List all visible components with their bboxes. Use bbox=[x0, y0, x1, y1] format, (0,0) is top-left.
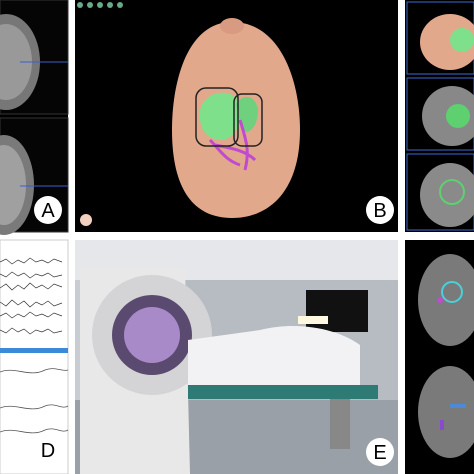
viewport bbox=[406, 1, 474, 75]
fiber-tract bbox=[440, 420, 444, 430]
tumor bbox=[446, 104, 470, 128]
timeline-bar bbox=[0, 348, 68, 353]
panel-f bbox=[405, 240, 474, 474]
label-circle bbox=[366, 196, 394, 224]
label-circle bbox=[366, 438, 394, 466]
tool-icon[interactable] bbox=[117, 2, 123, 8]
tool-icon[interactable] bbox=[107, 2, 113, 8]
tool-icon[interactable] bbox=[97, 2, 103, 8]
toolbar bbox=[77, 2, 123, 8]
draped-patient bbox=[188, 325, 360, 385]
panel-d-bg bbox=[0, 239, 69, 474]
roi-box bbox=[195, 87, 239, 147]
panel-label: D bbox=[41, 440, 55, 462]
panel-a: A bbox=[0, 0, 69, 235]
monitor bbox=[306, 290, 368, 332]
panel-d: D bbox=[0, 239, 69, 474]
tumor-outline bbox=[441, 281, 463, 303]
panel-c-top bbox=[405, 0, 474, 232]
table-base bbox=[330, 399, 350, 449]
panel-e: E bbox=[75, 240, 398, 474]
nose bbox=[220, 18, 244, 34]
label-circle bbox=[34, 196, 62, 224]
tool-icon[interactable] bbox=[87, 2, 93, 8]
tool-icon[interactable] bbox=[77, 2, 83, 8]
head-surface bbox=[420, 14, 474, 70]
panel-label: B bbox=[373, 200, 386, 222]
marker bbox=[450, 404, 466, 408]
panel-label: E bbox=[373, 442, 386, 464]
tumor bbox=[199, 92, 241, 140]
panel-b: B bbox=[75, 0, 398, 232]
label-circle bbox=[34, 436, 62, 464]
brain-slice bbox=[418, 366, 474, 458]
tumor bbox=[450, 28, 474, 52]
eeg-trace bbox=[0, 257, 63, 335]
fiber-tract bbox=[437, 297, 443, 303]
eeg-trace bbox=[0, 368, 69, 434]
brain-slice bbox=[0, 145, 26, 225]
operating-table bbox=[188, 385, 378, 399]
brain-slice bbox=[0, 24, 32, 100]
brain-slice bbox=[420, 163, 474, 227]
surgical-light bbox=[298, 316, 328, 324]
tumor-outline bbox=[439, 179, 465, 205]
viewport bbox=[406, 153, 474, 231]
viewport bbox=[406, 77, 474, 151]
orientation-icon bbox=[80, 214, 92, 226]
panel-label: A bbox=[41, 200, 55, 222]
roi-box bbox=[233, 93, 263, 147]
scanner-bore-light bbox=[124, 307, 180, 363]
